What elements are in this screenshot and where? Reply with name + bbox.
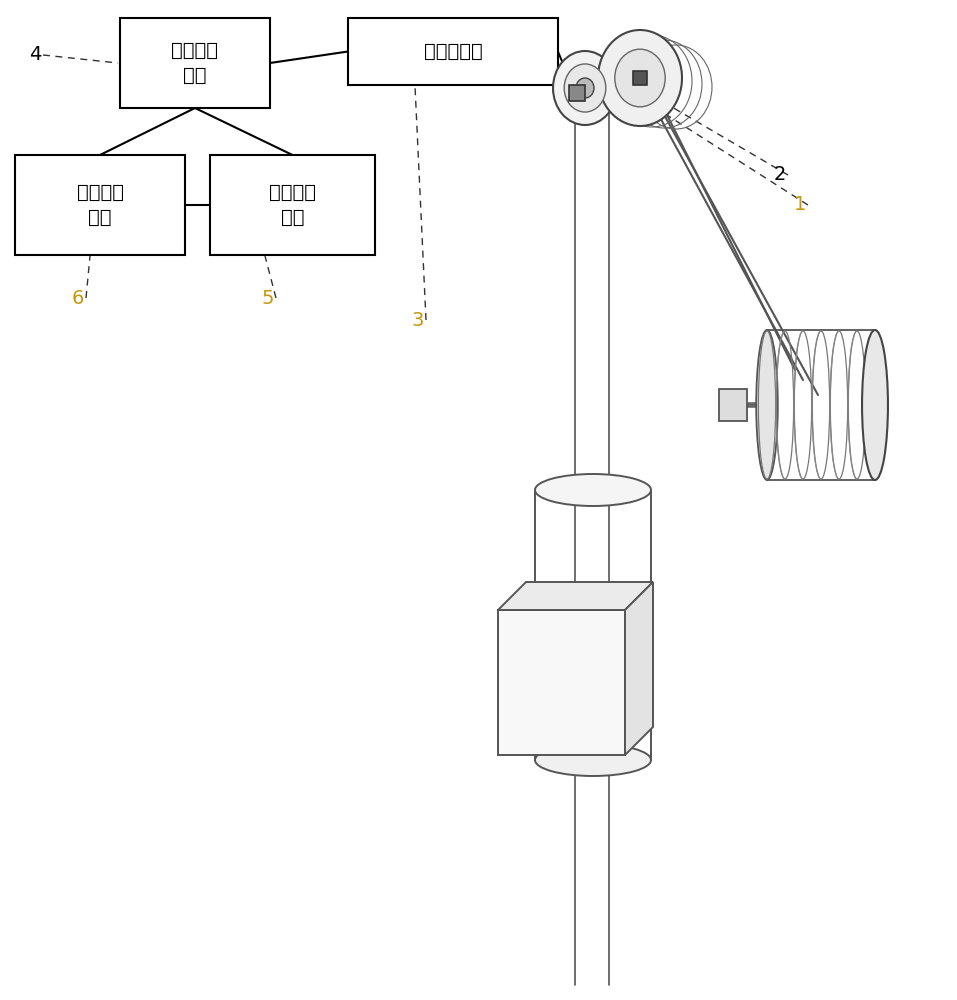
Ellipse shape [576,78,594,98]
Bar [210,155,375,255]
Polygon shape [498,582,653,610]
Text: 2: 2 [774,165,787,184]
Ellipse shape [535,474,651,506]
Bar [569,85,585,101]
Bar [633,71,647,85]
Text: 数据采集器: 数据采集器 [424,42,482,61]
Ellipse shape [535,744,651,776]
Text: 4: 4 [29,45,41,64]
Ellipse shape [862,330,888,480]
Bar [15,155,185,255]
Ellipse shape [598,30,682,126]
Bar [719,389,747,421]
Bar [120,18,270,108]
Ellipse shape [756,330,778,480]
Ellipse shape [553,51,617,125]
Ellipse shape [565,64,606,112]
Text: 5: 5 [262,288,275,308]
Text: 1: 1 [793,196,806,215]
Bar [348,18,558,85]
Text: 特征提取
模块: 特征提取 模块 [171,41,218,85]
Text: 模型建立
模块: 模型建立 模块 [269,183,316,227]
Text: 3: 3 [412,310,424,330]
Polygon shape [625,582,653,755]
Text: 6: 6 [72,288,84,308]
Text: 故障诊断
模块: 故障诊断 模块 [77,183,123,227]
Polygon shape [498,610,625,755]
Ellipse shape [614,49,665,107]
